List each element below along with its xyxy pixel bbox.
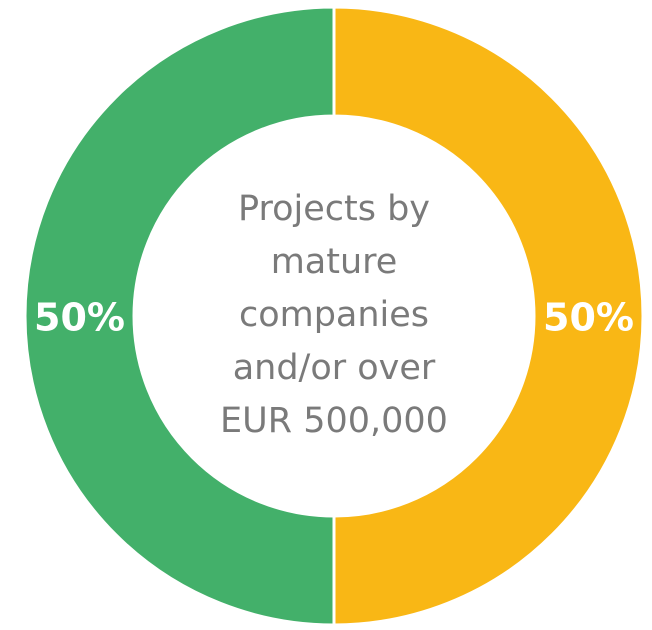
donut-segment xyxy=(23,5,336,627)
donut-segment xyxy=(332,5,645,627)
center-label: and/or over xyxy=(233,348,436,388)
value-label: 50% xyxy=(34,296,125,340)
value-label: 50% xyxy=(543,296,634,340)
center-label: companies xyxy=(239,295,429,335)
center-label: EUR 500,000 xyxy=(220,401,448,441)
center-label: mature xyxy=(271,242,398,282)
center-label: Projects by xyxy=(238,189,430,229)
